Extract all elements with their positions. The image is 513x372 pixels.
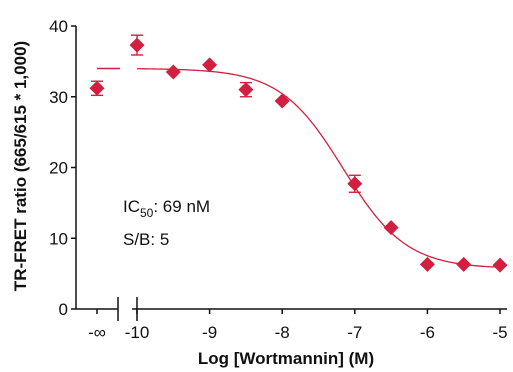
fit-curve-layer — [97, 67, 501, 268]
y-tick-label: 20 — [49, 159, 68, 178]
diamond-marker — [347, 176, 363, 192]
y-tick-label: 30 — [49, 88, 68, 107]
x-tick-label-infinity: -∞ — [88, 323, 106, 342]
data-point — [492, 257, 508, 273]
x-tick-label: -9 — [202, 323, 217, 342]
diamond-marker — [274, 93, 290, 109]
diamond-marker — [202, 57, 218, 73]
sb-annotation: S/B: 5 — [123, 230, 169, 249]
data-point — [202, 57, 218, 73]
x-tick-label: -7 — [347, 323, 362, 342]
data-point — [129, 34, 145, 56]
data-point — [274, 93, 290, 109]
diamond-marker — [89, 80, 105, 96]
data-point — [165, 64, 181, 80]
diamond-marker — [492, 257, 508, 273]
data-point — [238, 81, 254, 98]
y-tick-label: 0 — [59, 300, 68, 319]
diamond-marker — [238, 82, 254, 98]
diamond-marker — [165, 64, 181, 80]
data-point — [419, 256, 435, 272]
ic50-annotation: IC50: 69 nM — [123, 197, 210, 220]
y-tick-label: 40 — [49, 17, 68, 36]
data-points — [89, 34, 508, 273]
diamond-marker — [419, 256, 435, 272]
x-axis-title: Log [Wortmannin] (M) — [198, 349, 374, 368]
y-tick-label: 10 — [49, 229, 68, 248]
x-tick-label: -6 — [420, 323, 435, 342]
fit-curve — [136, 68, 501, 268]
x-tick-label: -8 — [275, 323, 290, 342]
data-point — [347, 174, 363, 193]
x-tick-label: -10 — [125, 323, 150, 342]
diamond-marker — [456, 256, 472, 272]
axes — [71, 25, 507, 321]
data-point — [383, 220, 399, 236]
y-axis-title: TR-FRET ratio (665/615 * 1,000) — [11, 41, 30, 291]
data-point — [456, 256, 472, 272]
diamond-marker — [129, 37, 145, 53]
data-point — [89, 80, 105, 97]
diamond-marker — [383, 220, 399, 236]
x-tick-label: -5 — [492, 323, 507, 342]
